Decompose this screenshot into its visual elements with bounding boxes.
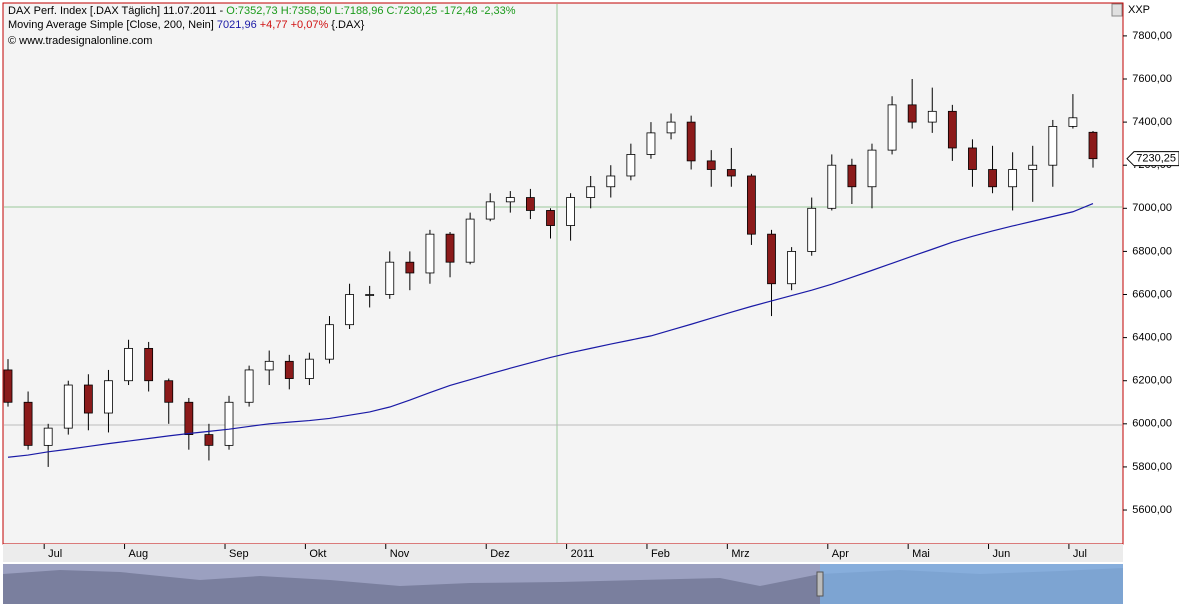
candle-body: [485, 201, 495, 220]
indicator-line: Moving Average Simple [Close, 200, Nein]…: [8, 19, 365, 31]
y-tick-label: 6600,00: [1132, 288, 1172, 300]
candle-body: [686, 121, 696, 162]
y-tick-label: 6400,00: [1132, 332, 1172, 344]
x-tick-label: Mrz: [731, 548, 749, 560]
candle-body: [385, 261, 395, 295]
candle-body: [526, 197, 535, 211]
navigator-window[interactable]: [820, 564, 1123, 604]
candle-body: [224, 401, 234, 446]
indicator: Moving Average Simple [Close, 200, Nein]: [8, 19, 217, 31]
y-tick-label: 6200,00: [1132, 375, 1172, 387]
candle-body: [907, 104, 917, 123]
candle-body: [184, 401, 194, 435]
candle-body: [505, 197, 515, 203]
candle-body: [626, 154, 636, 177]
x-tick-label: Apr: [832, 548, 849, 560]
candle-body: [1028, 164, 1038, 170]
candle-body: [23, 401, 33, 446]
candle-body: [264, 360, 274, 371]
y-tick-label: 6800,00: [1132, 245, 1172, 257]
sma-line: [7, 203, 1094, 458]
x-tick-label: Mai: [912, 548, 930, 560]
candle-body: [726, 169, 736, 177]
candle-body: [124, 347, 133, 382]
candle-body: [43, 427, 53, 446]
candle-body: [164, 380, 174, 403]
candle-body: [927, 110, 937, 123]
candle-body: [83, 384, 93, 414]
candle-body: [304, 358, 314, 379]
x-tick-label: Aug: [129, 548, 149, 560]
candle-body: [1008, 169, 1018, 188]
candle-body: [425, 233, 435, 274]
candle-body: [947, 110, 957, 149]
candle-body: [988, 169, 997, 188]
candle-body: [847, 164, 857, 188]
header-line: DAX Perf. Index [.DAX Täglich] 11.07.201…: [8, 5, 516, 17]
candle-body: [345, 294, 354, 326]
candle-body: [586, 186, 596, 198]
candle-body: [3, 369, 13, 403]
candle-body: [465, 218, 475, 263]
navigator-handle[interactable]: [816, 571, 824, 597]
x-tick-label: 2011: [571, 548, 595, 560]
candle-body: [1088, 131, 1098, 160]
candle-body: [807, 207, 817, 252]
candle-body: [1068, 117, 1078, 127]
corner-label: XXP: [1128, 4, 1150, 16]
candle-body: [284, 360, 294, 379]
candle-body: [204, 434, 214, 446]
x-tick-label: Feb: [651, 548, 670, 560]
candle-body: [566, 197, 575, 226]
candle-body: [244, 369, 254, 403]
candle-body: [767, 233, 776, 285]
x-tick-label: Sep: [229, 548, 249, 560]
last-price-label: 7230,25: [1136, 153, 1176, 165]
title: DAX Perf. Index [.DAX Täglich] 11.07.201…: [8, 5, 226, 17]
x-tick-label: Jun: [993, 548, 1011, 560]
candle-body: [666, 121, 676, 134]
candle-body: [63, 384, 73, 429]
candle-body: [1048, 126, 1058, 166]
x-tick-label: Nov: [390, 548, 410, 560]
x-tick-label: Jul: [48, 548, 62, 560]
candle-body: [144, 347, 154, 382]
y-tick-label: 5600,00: [1132, 504, 1172, 516]
x-axis-band: [3, 544, 1123, 562]
candle-body: [104, 380, 113, 414]
x-tick-label: Okt: [309, 548, 326, 560]
candle-body: [706, 160, 716, 170]
y-tick-label: 6000,00: [1132, 418, 1172, 430]
candle-body: [445, 233, 455, 263]
indicator-change: +4,77 +0,07%: [257, 19, 329, 31]
candle-body: [968, 147, 977, 170]
y-tick-label: 7400,00: [1132, 116, 1172, 128]
source: © www.tradesignalonline.com: [8, 35, 152, 47]
candle-body: [606, 175, 616, 188]
y-tick-label: 7600,00: [1132, 73, 1172, 85]
candle-body: [405, 261, 415, 274]
scroll-button[interactable]: [1111, 3, 1123, 17]
candle-body: [747, 175, 756, 235]
indicator-value: 7021,96: [217, 19, 257, 31]
y-tick-label: 5800,00: [1132, 461, 1172, 473]
x-tick-label: Jul: [1073, 548, 1087, 560]
plot-area: [2, 2, 1124, 545]
candle-body: [546, 210, 555, 226]
x-tick-label: Dez: [490, 548, 510, 560]
indicator-symbol: {.DAX}: [328, 19, 364, 31]
candle-body: [646, 132, 656, 155]
candle-body: [827, 164, 837, 209]
candle-body: [887, 104, 897, 151]
candle-body: [867, 149, 877, 188]
candle-body: [325, 324, 334, 360]
last-price-tag: [1126, 151, 1179, 167]
candle-body: [365, 294, 375, 296]
candle-body: [787, 251, 797, 285]
y-tick-label: 7000,00: [1132, 202, 1172, 214]
title-values: O:7352,73 H:7358,50 L:7188,96 C:7230,25 …: [226, 5, 515, 17]
y-tick-label: 7800,00: [1132, 30, 1172, 42]
